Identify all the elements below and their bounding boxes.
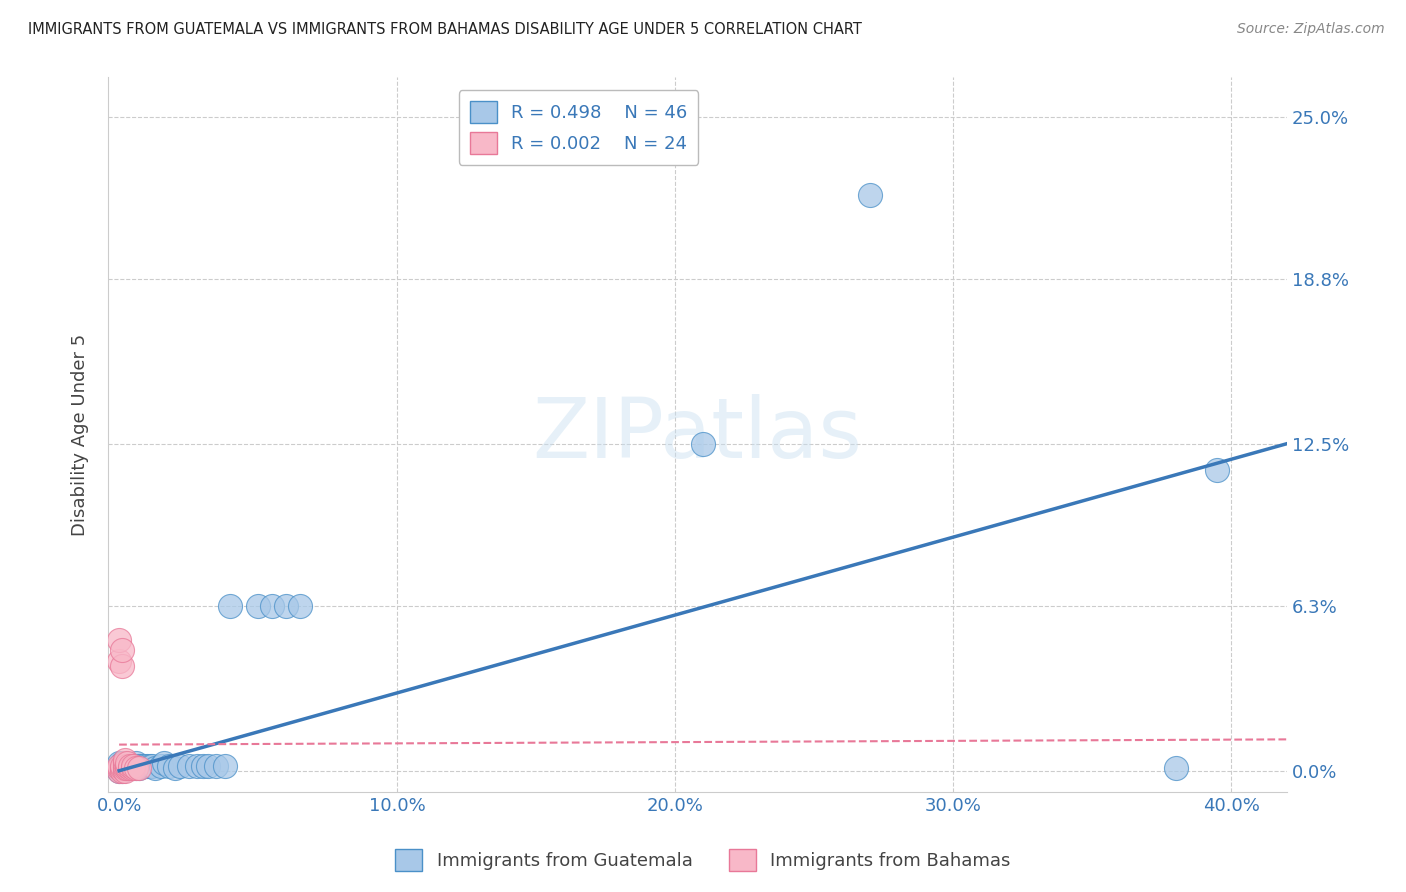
Point <box>117 758 139 772</box>
Point <box>108 761 131 775</box>
Point <box>117 756 139 770</box>
Point <box>247 599 270 613</box>
Point <box>141 758 163 772</box>
Point <box>111 764 134 778</box>
Point <box>128 758 150 772</box>
Point <box>149 758 172 772</box>
Point <box>122 758 145 772</box>
Legend: R = 0.498    N = 46, R = 0.002    N = 24: R = 0.498 N = 46, R = 0.002 N = 24 <box>458 90 699 165</box>
Y-axis label: Disability Age Under 5: Disability Age Under 5 <box>72 334 89 536</box>
Point <box>134 758 156 772</box>
Point <box>120 761 142 775</box>
Point <box>205 758 228 772</box>
Point <box>125 761 148 775</box>
Point <box>288 599 311 613</box>
Point <box>163 761 186 775</box>
Point <box>114 761 136 775</box>
Point <box>128 761 150 775</box>
Point <box>125 761 148 775</box>
Point <box>120 758 142 772</box>
Point <box>197 758 219 772</box>
Point <box>1164 761 1187 775</box>
Point <box>117 758 139 772</box>
Point <box>111 659 134 673</box>
Point <box>114 756 136 770</box>
Point <box>108 756 131 770</box>
Point <box>120 758 142 772</box>
Point <box>177 758 200 772</box>
Text: IMMIGRANTS FROM GUATEMALA VS IMMIGRANTS FROM BAHAMAS DISABILITY AGE UNDER 5 CORR: IMMIGRANTS FROM GUATEMALA VS IMMIGRANTS … <box>28 22 862 37</box>
Point <box>152 756 174 770</box>
Point <box>122 761 145 775</box>
Point <box>108 764 131 778</box>
Point <box>186 758 208 772</box>
Point <box>191 758 214 772</box>
Point <box>143 761 166 775</box>
Point <box>122 758 145 772</box>
Text: Source: ZipAtlas.com: Source: ZipAtlas.com <box>1237 22 1385 37</box>
Point <box>128 761 150 775</box>
Point <box>111 643 134 657</box>
Point <box>108 632 131 647</box>
Point <box>169 758 191 772</box>
Point <box>108 758 131 772</box>
Point <box>274 599 297 613</box>
Point <box>219 599 242 613</box>
Point <box>260 599 283 613</box>
Point <box>859 188 882 202</box>
Point <box>117 761 139 775</box>
Legend: Immigrants from Guatemala, Immigrants from Bahamas: Immigrants from Guatemala, Immigrants fr… <box>388 842 1018 879</box>
Text: ZIPatlas: ZIPatlas <box>533 394 862 475</box>
Point <box>138 758 160 772</box>
Point <box>214 758 236 772</box>
Point <box>111 761 134 775</box>
Point <box>108 764 131 778</box>
Point <box>111 756 134 770</box>
Point <box>108 654 131 668</box>
Point <box>114 761 136 775</box>
Point <box>131 758 153 772</box>
Point <box>135 758 157 772</box>
Point <box>114 758 136 772</box>
Point <box>157 758 180 772</box>
Point <box>108 758 131 772</box>
Point <box>108 761 131 775</box>
Point <box>111 764 134 778</box>
Point <box>114 764 136 778</box>
Point <box>692 436 714 450</box>
Point <box>111 761 134 775</box>
Point <box>125 756 148 770</box>
Point <box>114 758 136 772</box>
Point <box>122 761 145 775</box>
Point <box>114 753 136 767</box>
Point <box>1206 463 1229 477</box>
Point <box>111 758 134 772</box>
Point <box>114 756 136 770</box>
Point <box>117 761 139 775</box>
Point <box>120 761 142 775</box>
